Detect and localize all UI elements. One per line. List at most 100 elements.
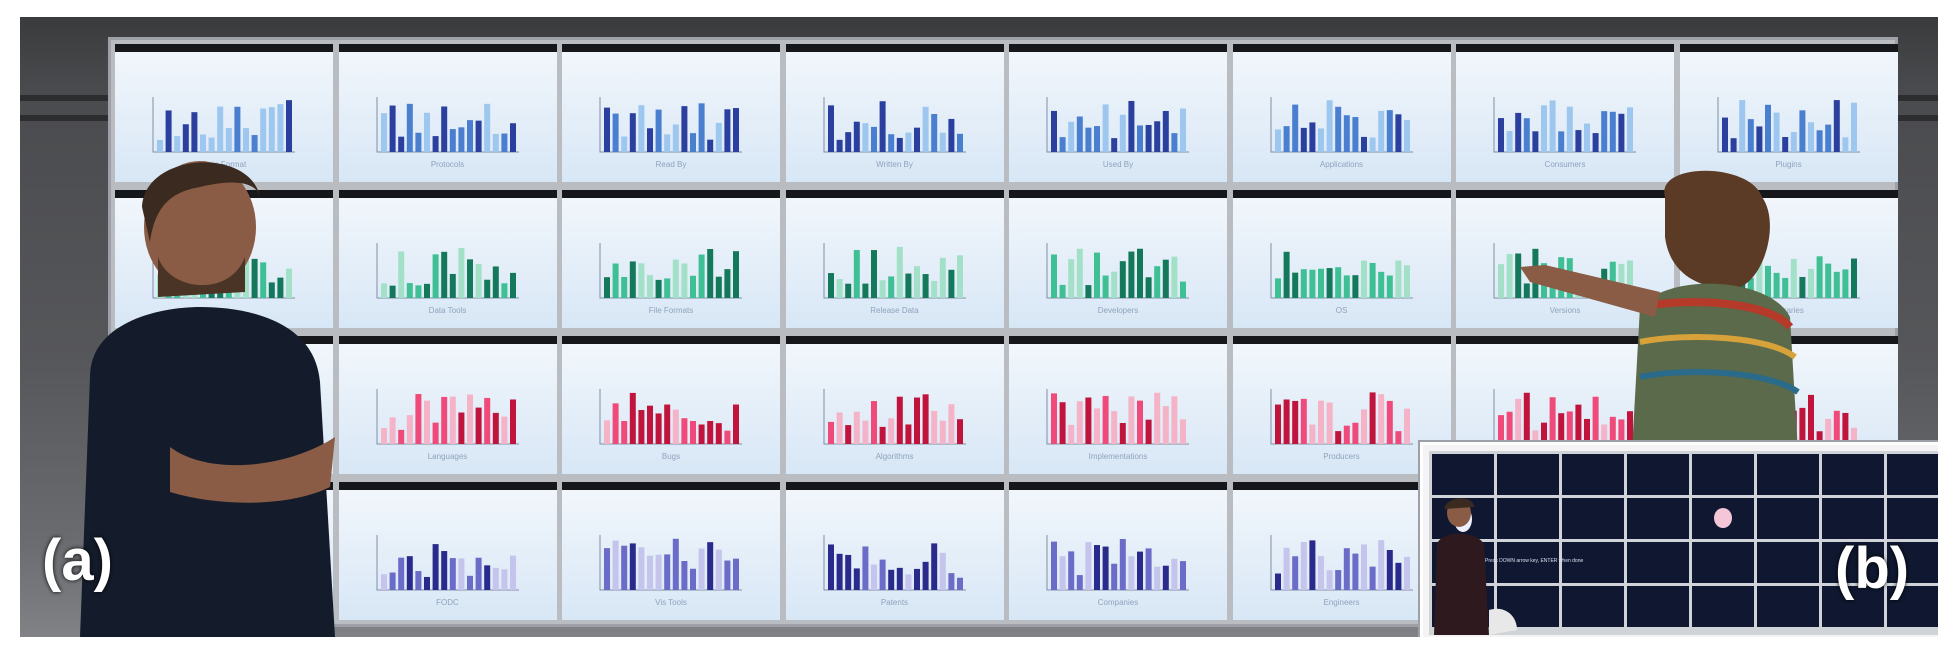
chart-bar [1584,123,1590,152]
chart-bar [612,540,619,590]
chart-bar [449,396,456,444]
chart-bar [733,251,739,298]
chart-bar [930,113,937,152]
chart-bar [1300,398,1307,444]
wall-screen: Data Format [115,44,333,182]
chart-bar [1781,277,1788,298]
chart-bar [1558,131,1565,152]
chart-bar [423,400,430,444]
screen-label: Implementations [1088,452,1148,461]
chart-bar [604,107,610,152]
chart-bar [1609,261,1616,298]
chart-bar [724,109,731,152]
chart-bar [492,412,499,444]
wall-screen: Plugins [1679,44,1898,182]
chart-bar [827,421,834,444]
chart-bar [621,276,628,298]
chart-bar [500,283,507,298]
chart-bar [1841,269,1848,298]
wall-screen: Applications [1232,44,1451,182]
screen-label: Bugs [661,452,681,461]
screen-label: Read By [655,160,687,169]
chart-bar [389,572,396,590]
chart-bar [947,269,954,298]
chart-bar [380,428,387,444]
chart-bar [1824,124,1831,152]
chart-bar [1798,110,1805,152]
chart-bar [861,283,868,298]
chart-bar [1351,553,1358,590]
chart-bar [836,139,843,152]
chart-bar [870,126,877,152]
chart-bar [1145,124,1152,152]
chart-bar [956,133,963,152]
inset-screen [1497,498,1559,539]
chart-bar [500,416,507,444]
chart-bar [1102,546,1109,590]
chart-bar [896,396,903,444]
chart-bar [1377,540,1384,590]
chart-bar [612,403,619,444]
chart-bar [1137,248,1143,298]
screen-label: File Formats [648,306,694,315]
chart-bar [1076,401,1083,444]
chart-bar [629,543,636,590]
chart-bar [733,404,739,444]
chart-bar [1274,278,1281,298]
inset-screen [1562,498,1624,539]
chart-bar [1575,130,1582,152]
chart-bar [629,261,636,298]
chart-bar [1721,117,1728,152]
screen-bar-chart [599,535,742,591]
chart-bar [1051,254,1057,298]
wall-screen: Written By [785,44,1004,182]
chart-bar [904,273,911,298]
wall-screen: Protocols [338,44,557,182]
chart-bar [1506,253,1513,298]
chart-bar [1128,556,1135,590]
chart-bar [492,567,499,590]
chart-bar [1369,137,1376,152]
chart-bar [509,272,516,298]
chart-bar [1317,400,1324,444]
chart-bar [827,273,834,298]
chart-bar [947,573,954,590]
chart-bar [1300,269,1307,298]
chart-bar [1584,418,1590,444]
chart-bar [896,567,903,590]
chart-bar [1833,100,1840,152]
chart-bar [397,251,404,298]
chart-bar [457,558,464,590]
chart-bar [1180,419,1186,444]
chart-bar [827,105,834,152]
chart-bar [1730,138,1737,152]
wall-screen: Used By [1009,44,1227,182]
chart-bar [724,430,731,444]
wall-screen: Bugs [562,336,780,474]
chart-bar [672,259,679,298]
chart-bar [1523,392,1530,444]
chart-bar [1300,127,1307,152]
chart-bar [1764,265,1771,298]
chart-bar [1850,427,1857,444]
chart-bar [930,543,937,590]
chart-bar [1566,411,1573,444]
chart-bar [629,113,636,152]
chart-bar [1351,117,1358,152]
chart-bar [664,554,671,590]
chart-bar [251,135,258,152]
chart-bar [1781,137,1788,152]
chart-bar [629,392,636,444]
chart-bar [672,124,679,152]
screen-label: Protocols [430,160,465,169]
chart-bar [389,105,396,152]
chart-bar [260,108,267,152]
chart-bar [397,136,404,152]
chart-bar [1128,396,1135,444]
chart-bar [1532,430,1539,444]
chart-bar [1145,548,1152,590]
chart-bar [1798,407,1805,444]
chart-bar [647,555,653,590]
chart-bar [1076,248,1083,298]
inset-screen [1692,586,1754,627]
